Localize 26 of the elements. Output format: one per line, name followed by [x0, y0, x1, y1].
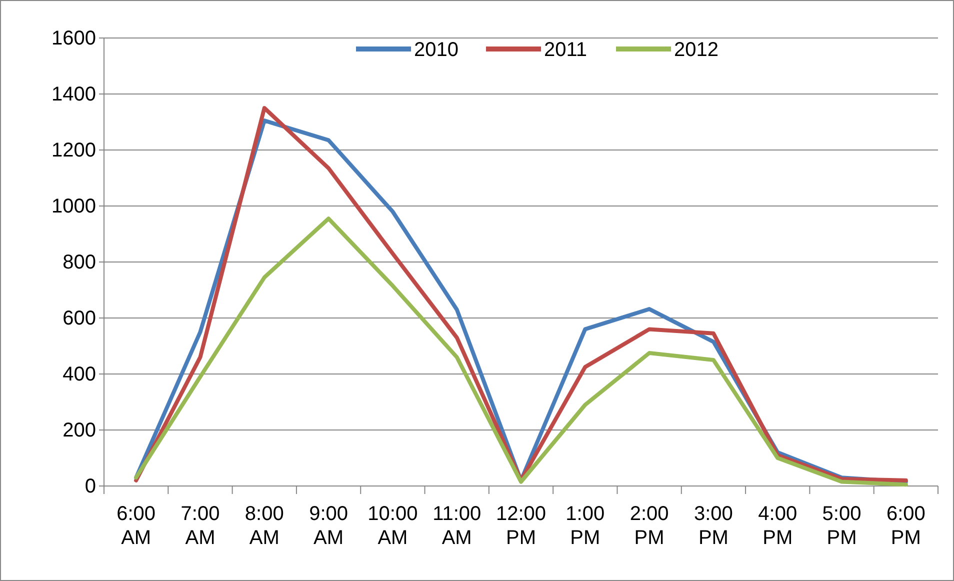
y-tick-label: 1400	[52, 83, 96, 106]
x-tick-label: 9:00 AM	[309, 503, 348, 549]
y-tick-label: 400	[62, 363, 96, 386]
x-tick-label: 1:00 PM	[566, 503, 605, 549]
x-tick-label: 4:00 PM	[758, 503, 798, 549]
x-tick-label: 8:00 AM	[244, 503, 284, 549]
legend-label: 2011	[544, 39, 588, 61]
x-tick-label: 12:00 PM	[496, 503, 546, 549]
y-tick-label: 1000	[52, 195, 96, 218]
x-tick-label: 6:00 PM	[886, 503, 926, 549]
x-tick-label: 11:00 AM	[432, 503, 482, 549]
x-tick-label: 7:00 AM	[180, 503, 220, 549]
y-tick-label: 1600	[52, 27, 96, 50]
x-tick-label: 6:00 AM	[116, 503, 156, 549]
y-tick-label: 200	[62, 419, 96, 442]
x-tick-label: 5:00 PM	[822, 503, 862, 549]
line-series	[134, 216, 908, 487]
y-tick-label: 1200	[52, 139, 96, 162]
y-tick-label: 0	[84, 475, 96, 498]
x-tick-label: 3:00 PM	[694, 503, 733, 549]
x-tick-label: 2:00 PM	[630, 503, 669, 549]
x-tick-label: 10:00 AM	[368, 503, 418, 549]
y-tick-label: 800	[62, 251, 96, 274]
legend-label: 2012	[674, 39, 718, 61]
legend-label: 2010	[414, 39, 458, 61]
y-tick-label: 600	[62, 307, 96, 330]
